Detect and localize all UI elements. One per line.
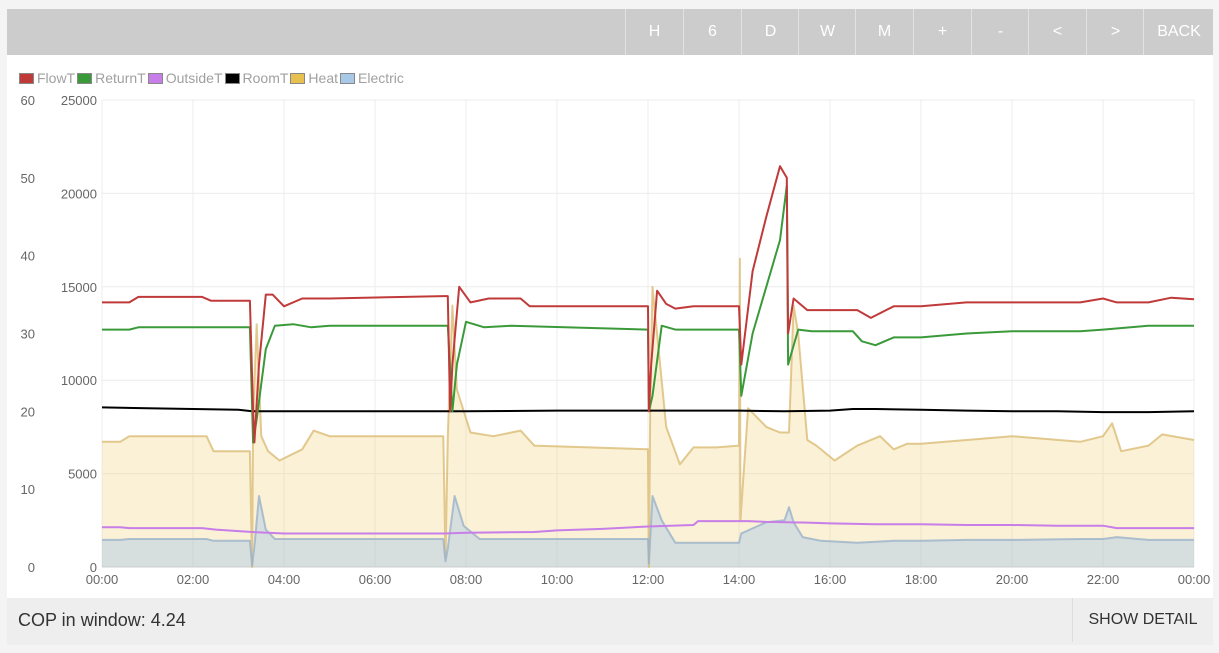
legend-label: RoomT [242,70,289,86]
y-left-tick-label: 10 [21,482,35,497]
x-tick-label: 20:00 [996,572,1029,587]
y-right-tick-label: 5000 [68,467,97,482]
legend-label: OutsideT [165,70,223,86]
legend-item-flowt[interactable]: FlowT [19,70,75,86]
zoom-in-button[interactable]: + [913,9,971,55]
series-line-flowt [102,165,1195,444]
y-right-tick-label: 15000 [61,280,97,295]
graph-panel: H 6 D W M + - < > BACK FlowT ReturnT Out… [7,9,1213,645]
x-tick-label: 04:00 [268,572,301,587]
area-series [102,258,1194,567]
series-line-returnt [102,184,1194,444]
range-6-button[interactable]: 6 [683,9,741,55]
x-tick-label: 02:00 [177,572,210,587]
legend-swatch-flowt [19,72,34,84]
x-tick-label: 10:00 [541,572,574,587]
line-series [101,165,1195,568]
series-line-electric [102,495,1194,567]
x-tick-label: 16:00 [814,572,847,587]
cop-readout: COP in window: 4.24 [18,610,186,630]
toolbar: H 6 D W M + - < > BACK [7,9,1213,55]
legend-label: FlowT [37,70,76,86]
chart-legend: FlowT ReturnT OutsideT RoomT Heat Electr… [19,69,406,87]
series-area-electric [102,496,1194,567]
legend-item-returnt[interactable]: ReturnT [77,70,146,86]
y-left-tick-label: 50 [21,171,35,186]
series-line-outsidet [102,520,1194,535]
x-tick-label: 08:00 [450,572,483,587]
y-left-tick-label: 30 [21,327,35,342]
x-tick-label: 00:00 [86,572,119,587]
range-hour-button[interactable]: H [625,9,683,55]
legend-item-outsidet[interactable]: OutsideT [147,70,223,86]
y-right-tick-label: 25000 [61,93,97,108]
back-button[interactable]: BACK [1143,9,1214,55]
y-left-tick-label: 0 [28,560,35,575]
range-day-button[interactable]: D [741,9,799,55]
x-tick-label: 06:00 [359,572,392,587]
x-tick-label: 00:00 [1178,572,1211,587]
series-line-roomt [101,406,1195,414]
legend-swatch-returnt [77,72,93,84]
y-right-tick-label: 0 [90,560,97,575]
series-area-heat [102,258,1194,567]
legend-item-heat[interactable]: Heat [290,70,338,86]
legend-swatch-heat [290,72,306,84]
y-left-tick-label: 40 [21,249,35,264]
pan-right-button[interactable]: > [1086,9,1144,55]
legend-item-electric[interactable]: Electric [340,70,404,86]
legend-item-roomt[interactable]: RoomT [224,70,289,86]
x-tick-label: 12:00 [632,572,665,587]
range-week-button[interactable]: W [798,9,856,55]
pan-left-button[interactable]: < [1028,9,1086,55]
footer-bar: COP in window: 4.24 SHOW DETAIL [7,598,1213,645]
y-left-tick-label: 20 [21,404,35,419]
x-tick-label: 18:00 [905,572,938,587]
range-month-button[interactable]: M [855,9,913,55]
series-line-heat [102,257,1195,568]
x-tick-label: 14:00 [723,572,756,587]
show-detail-button[interactable]: SHOW DETAIL [1072,598,1213,642]
y-left-tick-label: 60 [21,93,35,108]
legend-swatch-electric [340,72,355,84]
legend-swatch-roomt [224,72,240,84]
legend-label: ReturnT [95,70,146,86]
y-right-tick-label: 20000 [61,186,97,201]
time-series-chart[interactable]: 00:00 02:00 04:00 06:00 08:00 10:00 12:00 14:00… [7,89,1213,594]
axis-ticks: 00:00 02:00 04:00 06:00 08:00 10:00 12:00 14:00… [21,93,1211,587]
zoom-out-button[interactable]: - [971,9,1029,55]
y-right-tick-label: 10000 [61,373,97,388]
legend-label: Electric [358,70,404,86]
legend-swatch-outsidet [147,72,163,84]
x-tick-label: 22:00 [1087,572,1120,587]
legend-label: Heat [308,70,338,86]
